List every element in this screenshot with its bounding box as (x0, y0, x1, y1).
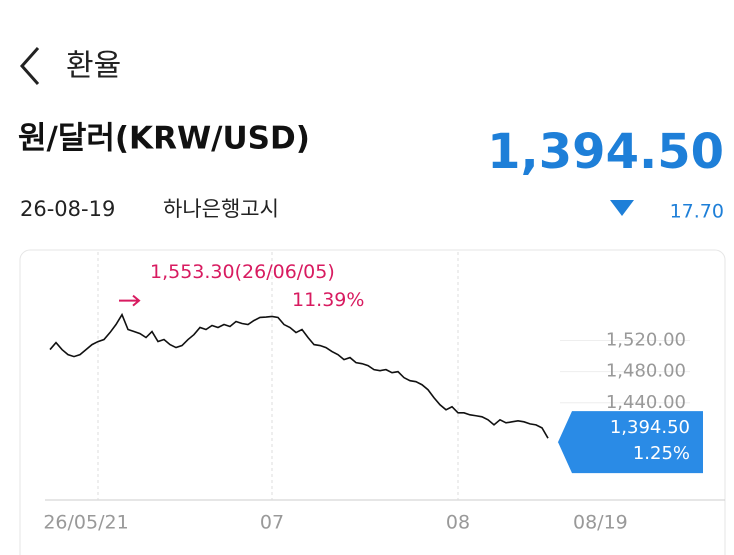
last-label: 1,394.50 (610, 417, 690, 438)
y-tick-label: 1,520.00 (606, 330, 686, 351)
page-title: 환율 (66, 49, 121, 84)
back-button[interactable] (19, 47, 40, 85)
x-tick-label: 26/05/21 (43, 512, 128, 534)
max-change: 11.39% (292, 289, 364, 311)
pair-name: 원/달러(KRW/USD) (18, 121, 310, 157)
x-tick-label: 08 (446, 512, 470, 534)
max-label: 1,553.30(26/06/05) (150, 261, 335, 283)
down-icon (610, 200, 634, 216)
price-line (49, 312, 549, 439)
y-tick-label: 1,440.00 (606, 392, 686, 413)
x-tick-label: 07 (260, 512, 284, 534)
last-change: 1.25% (633, 443, 690, 464)
last-callout (558, 411, 703, 474)
change: 17.70 (670, 201, 724, 223)
y-tick-label: 1,480.00 (606, 361, 686, 382)
chart-card (19, 249, 726, 555)
x-tick-label: 08/19 (573, 512, 628, 534)
max-arrow (119, 294, 141, 307)
date: 26-08-19 (20, 197, 115, 221)
price: 1,394.50 (487, 124, 724, 180)
source: 하나은행고시 (163, 197, 279, 221)
